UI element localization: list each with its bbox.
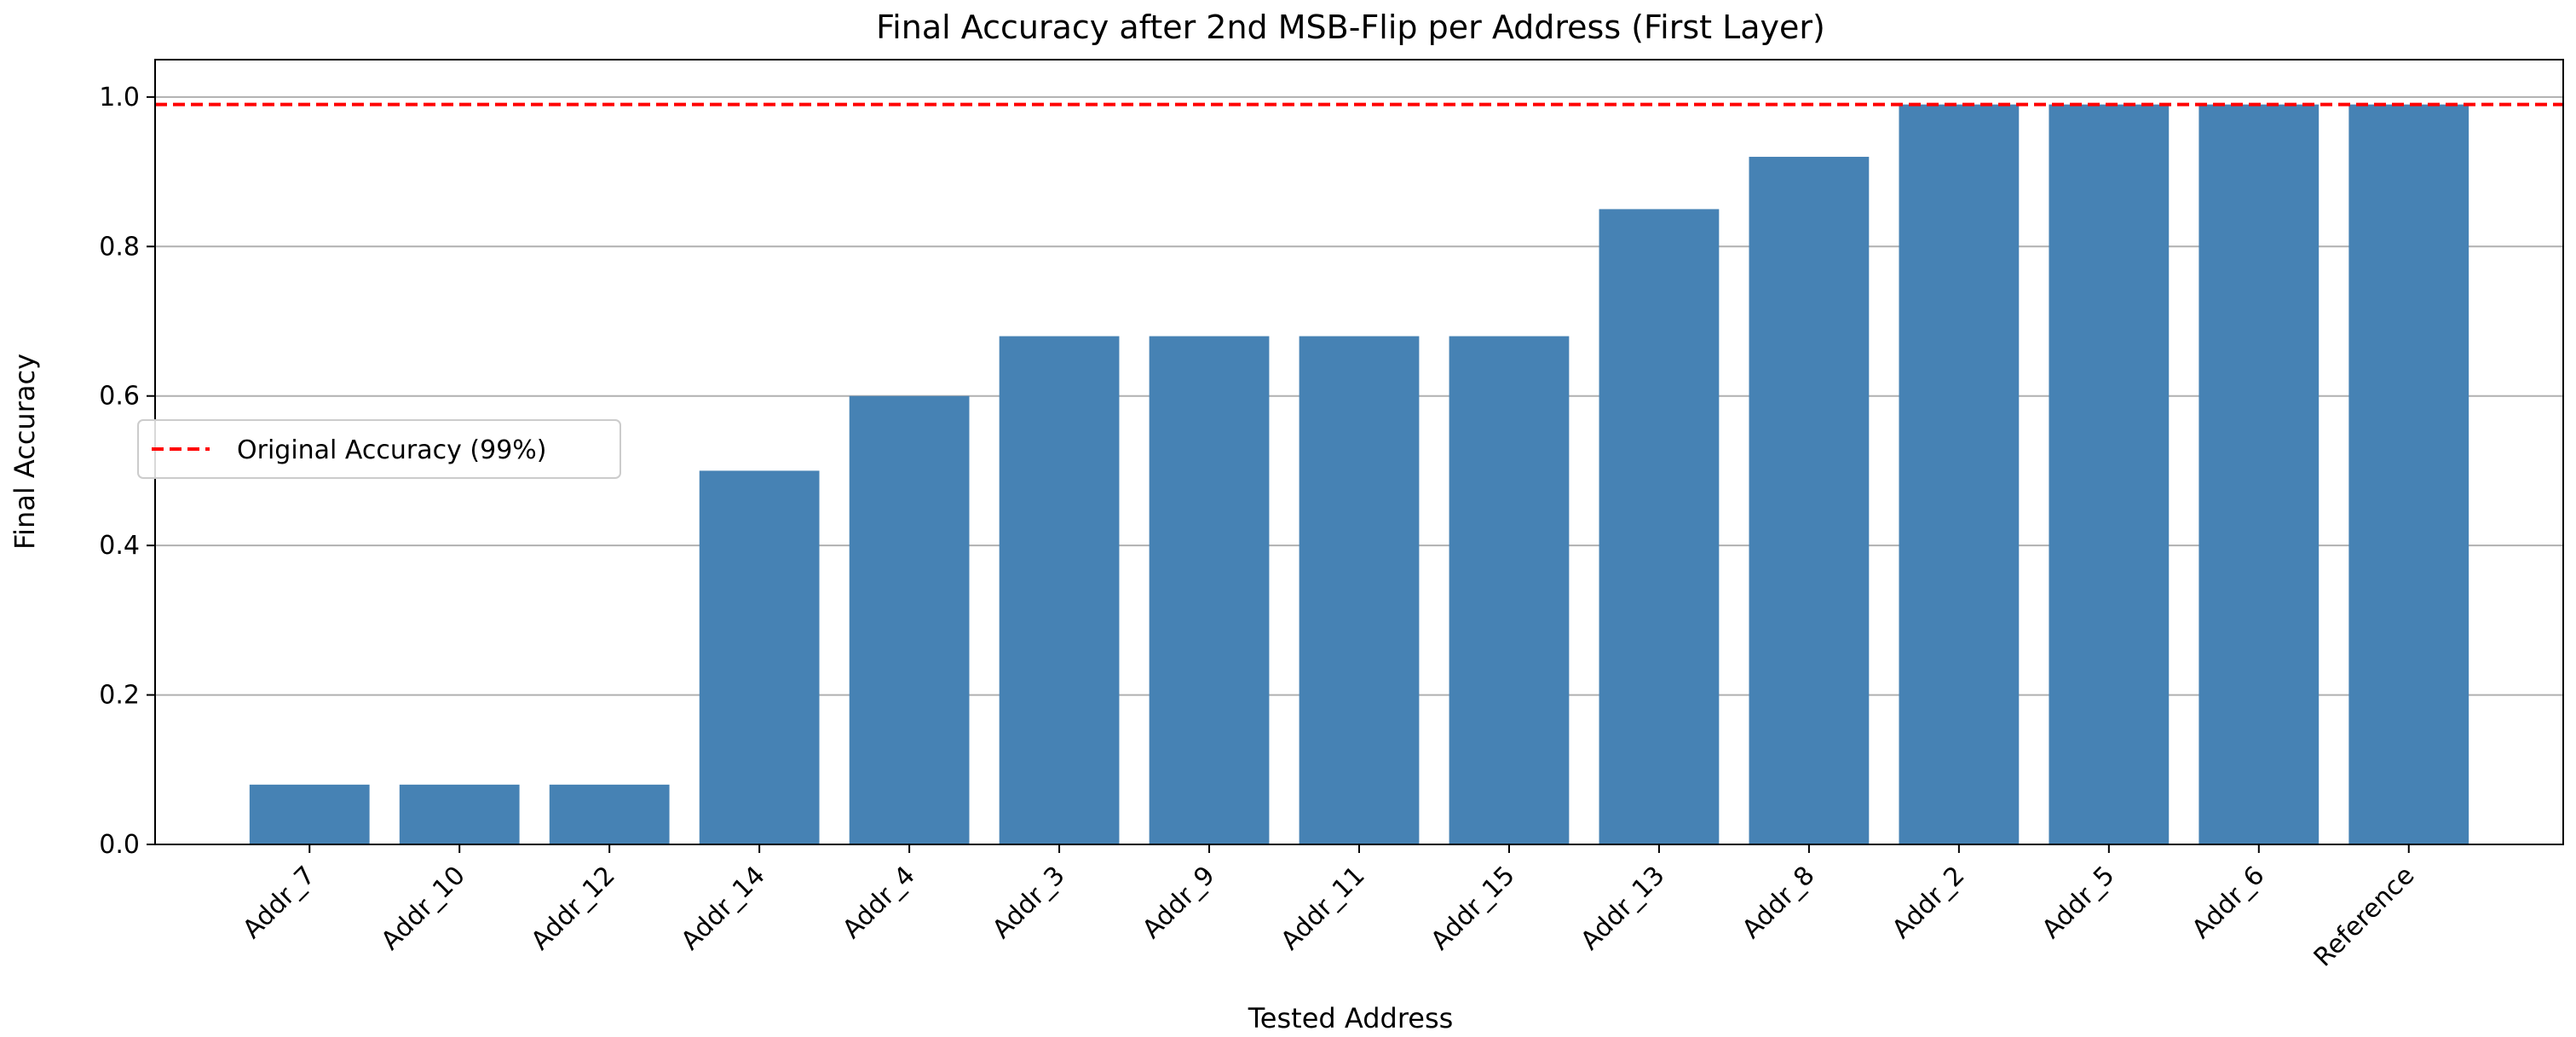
bar xyxy=(1599,209,1720,844)
y-axis-ticks: 0.0 0.2 0.4 0.6 0.8 1.0 xyxy=(99,83,155,860)
legend-entry-label: Original Accuracy (99%) xyxy=(237,435,547,465)
y-tick-label: 0.0 xyxy=(99,830,140,860)
bar xyxy=(849,395,970,844)
bar xyxy=(699,470,820,844)
x-axis-ticks: Addr_7 Addr_10 Addr_12 Addr_14 Addr_4 Addr_3 A… xyxy=(237,844,2420,972)
x-tick-label: Addr_12 xyxy=(526,861,621,956)
bar xyxy=(1899,104,2020,845)
y-tick-label: 0.6 xyxy=(99,382,140,412)
x-tick-label: Reference xyxy=(2308,861,2421,973)
x-tick-label: Addr_2 xyxy=(1887,861,1971,945)
chart-title: Final Accuracy after 2nd MSB-Flip per Ad… xyxy=(876,9,1825,46)
bar xyxy=(1299,336,1420,844)
legend-box xyxy=(137,419,621,479)
x-tick-label: Addr_5 xyxy=(2037,861,2121,945)
bar xyxy=(2199,104,2320,845)
y-tick-label: 1.0 xyxy=(99,83,140,112)
x-tick-label: Addr_7 xyxy=(237,861,321,945)
bar xyxy=(549,784,670,844)
bar xyxy=(2348,104,2469,845)
x-tick-label: Addr_13 xyxy=(1575,861,1670,956)
bar xyxy=(249,784,370,844)
x-tick-label: Addr_14 xyxy=(676,861,771,956)
y-tick-label: 0.8 xyxy=(99,232,140,262)
x-tick-label: Addr_11 xyxy=(1276,861,1371,956)
bar xyxy=(1149,336,1270,844)
x-axis-label: Tested Address xyxy=(1248,1002,1454,1034)
bars xyxy=(249,104,2469,845)
x-tick-label: Addr_6 xyxy=(2187,861,2271,945)
bar xyxy=(1749,157,1870,844)
y-tick-label: 0.2 xyxy=(99,681,140,711)
bar xyxy=(1449,336,1570,844)
y-tick-label: 0.4 xyxy=(99,531,140,561)
x-tick-label: Addr_9 xyxy=(1137,861,1221,945)
x-tick-label: Addr_8 xyxy=(1737,861,1821,945)
y-axis-label: Final Accuracy xyxy=(9,354,41,550)
x-tick-label: Addr_15 xyxy=(1425,861,1520,956)
x-tick-label: Addr_10 xyxy=(376,861,471,956)
bar xyxy=(999,336,1120,844)
x-tick-label: Addr_4 xyxy=(837,861,921,945)
bar xyxy=(2049,104,2170,845)
bar xyxy=(399,784,520,844)
x-tick-label: Addr_3 xyxy=(987,861,1071,945)
legend: Original Accuracy (99%) xyxy=(137,419,621,479)
